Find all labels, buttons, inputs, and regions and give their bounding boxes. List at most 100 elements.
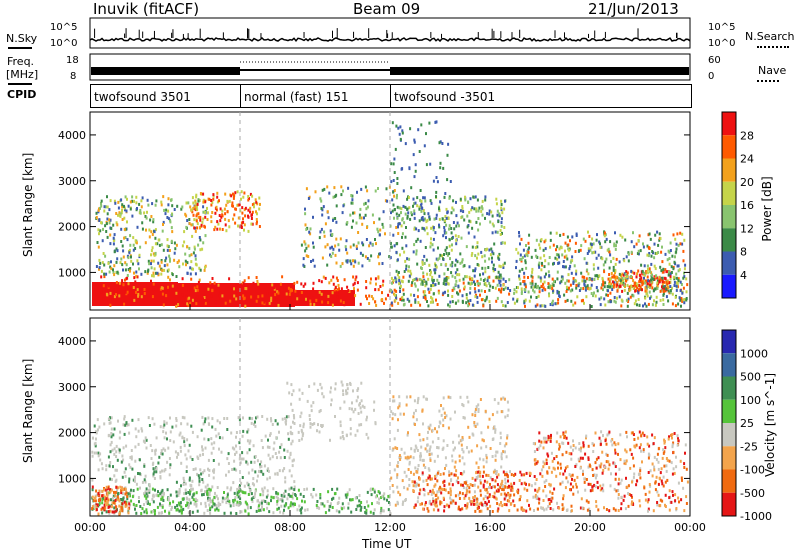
velocity-cell — [128, 480, 131, 484]
power-cell — [680, 304, 682, 308]
power-cell — [457, 235, 460, 238]
power-cell — [649, 270, 652, 274]
velocity-cell — [449, 489, 452, 493]
power-cell — [221, 209, 224, 213]
power-cell — [521, 267, 524, 271]
velocity-cell — [467, 425, 470, 429]
velocity-cell — [541, 474, 544, 478]
velocity-cell — [491, 495, 494, 498]
power-cell — [256, 212, 258, 216]
velocity-cell — [281, 469, 284, 473]
power-cell — [243, 191, 246, 195]
velocity-cell — [477, 403, 480, 407]
power-cell — [634, 281, 636, 285]
velocity-cell — [595, 466, 598, 470]
velocity-cell — [476, 470, 479, 474]
nsky-legend-line — [8, 47, 32, 49]
power-cell — [596, 233, 598, 237]
power-cell — [581, 275, 584, 279]
velocity-cell — [344, 493, 347, 497]
velocity-cell — [297, 488, 300, 492]
power-cell — [537, 275, 540, 279]
velocity-cell — [542, 446, 545, 450]
power-cell — [647, 283, 650, 287]
power-cell — [480, 250, 483, 254]
velocity-cell — [485, 502, 488, 506]
velocity-cell — [204, 485, 207, 489]
power-cell — [638, 234, 641, 238]
velocity-cell — [431, 488, 434, 492]
velocity-cell — [263, 464, 266, 468]
power-cell — [497, 220, 500, 224]
power-cell — [120, 198, 123, 202]
velocity-cell — [122, 423, 125, 427]
velocity-cell — [588, 507, 591, 511]
power-cell — [541, 288, 544, 292]
power-cell — [213, 281, 216, 285]
power-cell — [669, 272, 672, 276]
power-cell — [228, 277, 231, 281]
power-cell — [500, 276, 503, 280]
power-cell — [450, 211, 453, 215]
velocity-cell — [310, 404, 313, 408]
velocity-cell — [100, 507, 103, 511]
velocity-cell — [502, 485, 504, 489]
power-cell — [557, 290, 560, 294]
ytick-label: 1000 — [58, 472, 86, 485]
velocity-cell — [640, 434, 643, 438]
power-cell — [495, 299, 498, 303]
velocity-cell — [490, 486, 493, 490]
velocity-cell — [474, 425, 477, 428]
power-cell — [459, 197, 462, 201]
velocity-cell — [555, 474, 558, 478]
power-cell — [427, 212, 430, 216]
power-cell — [173, 258, 176, 262]
power-cell — [373, 221, 375, 225]
velocity-cell — [549, 490, 552, 494]
power-cell — [477, 228, 480, 232]
velocity-cell — [109, 477, 112, 481]
power-cell — [95, 216, 98, 219]
power-cell — [278, 289, 281, 293]
power-cell — [638, 287, 641, 291]
velocity-cell — [500, 397, 503, 401]
power-cell — [567, 279, 570, 283]
velocity-cell — [183, 440, 186, 444]
power-cell — [539, 246, 542, 250]
velocity-cell — [217, 504, 220, 508]
velocity-cell — [94, 497, 96, 501]
power-cell — [289, 288, 292, 292]
power-cell — [543, 280, 546, 284]
velocity-cell — [472, 502, 475, 506]
power-cell — [181, 283, 184, 287]
velocity-cell — [179, 449, 182, 453]
velocity-cell — [236, 491, 239, 495]
power-cell — [154, 203, 157, 207]
velocity-cell — [229, 488, 232, 492]
velocity-cell — [312, 401, 315, 405]
power-cell — [609, 253, 612, 257]
power-cell — [683, 301, 686, 305]
velocity-cell — [418, 492, 421, 496]
power-cell — [666, 279, 669, 283]
velocity-cell — [276, 456, 278, 460]
power-cell — [117, 213, 119, 217]
velocity-cell — [276, 507, 279, 511]
velocity-cell — [666, 458, 669, 462]
velocity-cell — [408, 483, 411, 487]
power-cell — [524, 259, 527, 263]
power-cell — [391, 209, 394, 213]
velocity-cell — [546, 471, 549, 475]
velocity-cell — [685, 467, 688, 471]
power-cell — [419, 303, 422, 307]
velocity-cell — [589, 489, 592, 493]
power-cell — [655, 300, 658, 304]
velocity-cell — [601, 471, 604, 475]
velocity-cell — [231, 468, 234, 471]
power-cell — [279, 282, 282, 286]
power-cell — [499, 283, 502, 287]
power-cell — [365, 238, 368, 241]
velocity-cell — [627, 492, 630, 495]
velocity-cell — [614, 448, 617, 452]
velocity-cell — [274, 452, 277, 455]
